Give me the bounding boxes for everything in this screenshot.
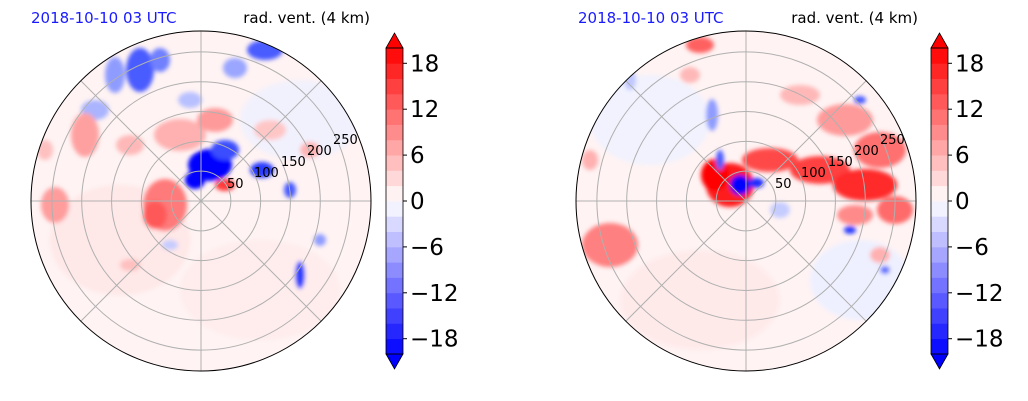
right-colorbar-level--14 [931, 292, 948, 309]
right-colorbar-label--6: −6 [955, 235, 989, 261]
left-radial-label-150: 150 [281, 155, 306, 170]
right-colorbar: −18 −12 −6 0 6 12 18 [930, 32, 1004, 370]
right-grid-spoke-225 [625, 200, 747, 322]
right-colorbar-level--4 [931, 216, 948, 232]
right-colorbar-level-0 [931, 185, 948, 202]
right-title-date: 2018-10-10 03 UTC [578, 9, 724, 27]
left-colorbar-label-6: 6 [410, 143, 425, 169]
left-radial-labels: 50 100 150 200 250 [227, 133, 358, 192]
left-colorbar-level-4 [386, 155, 403, 171]
left-radial-label-200: 200 [307, 144, 332, 159]
left-colorbar-level-10 [386, 109, 403, 125]
left-colorbar: −18 −12 −6 0 6 12 18 [385, 32, 459, 370]
right-grid-spoke-45 [745, 80, 867, 202]
right-colorbar-label-0: 0 [955, 189, 970, 215]
right-colorbar-level-2 [931, 170, 948, 187]
right-radial-label-200: 200 [854, 144, 879, 159]
left-title-variable: rad. vent. (4 km) [243, 9, 370, 27]
left-colorbar-level--12 [386, 277, 403, 294]
left-colorbar-level--14 [386, 292, 403, 309]
left-colorbar-extend-max [385, 32, 404, 49]
right-colorbar-extend-max [930, 32, 949, 49]
left-colorbar-level-0 [386, 185, 403, 202]
left-colorbar-level-16 [386, 63, 403, 79]
right-colorbar-level--18 [931, 323, 948, 340]
left-grid-spoke-135 [80, 80, 202, 202]
right-polar-grid [576, 31, 916, 371]
right-colorbar-level-12 [931, 93, 948, 110]
right-grid-spoke-135 [625, 80, 747, 202]
left-radial-label-50: 50 [227, 177, 244, 192]
right-colorbar-level--20 [931, 338, 948, 355]
right-colorbar-level--8 [931, 246, 948, 263]
right-colorbar-level-14 [931, 78, 948, 95]
left-colorbar-label--18: −18 [410, 327, 459, 353]
left-colorbar-label-18: 18 [410, 51, 439, 77]
right-colorbar-level--12 [931, 277, 948, 294]
left-radial-label-100: 100 [254, 166, 279, 181]
left-colorbar-label--12: −12 [410, 281, 459, 307]
left-colorbar-level-2 [386, 170, 403, 187]
right-colorbar-level--10 [931, 262, 948, 278]
left-colorbar-level--16 [386, 308, 403, 324]
right-colorbar-level--6 [931, 231, 948, 248]
left-panel: 2018-10-10 03 UTC rad. vent. (4 km) [30, 9, 459, 372]
left-colorbar-extend-min [385, 353, 404, 370]
left-polar-grid [31, 31, 371, 371]
left-colorbar-label-0: 0 [410, 189, 425, 215]
right-colorbar-level-8 [931, 124, 948, 141]
right-radial-label-100: 100 [801, 166, 826, 181]
left-title-date: 2018-10-10 03 UTC [31, 9, 177, 27]
right-radial-label-150: 150 [828, 155, 853, 170]
right-colorbar-level-18 [931, 48, 948, 64]
left-colorbar-level-8 [386, 124, 403, 141]
right-radial-label-50: 50 [775, 177, 792, 192]
right-title-variable: rad. vent. (4 km) [791, 9, 918, 27]
left-grid-spoke-45 [200, 80, 322, 202]
left-grid-spoke-315 [200, 200, 322, 322]
right-colorbar-label--12: −12 [955, 281, 1004, 307]
left-colorbar-level-12 [386, 93, 403, 110]
right-polar-frame [575, 30, 917, 372]
left-colorbar-level--2 [386, 201, 403, 217]
left-colorbar-label--6: −6 [410, 235, 444, 261]
right-colorbar-label--18: −18 [955, 327, 1004, 353]
left-radial-label-250: 250 [333, 133, 358, 148]
right-colorbar-level-10 [931, 109, 948, 125]
right-colorbar-extend-min [930, 353, 949, 370]
right-colorbar-label-6: 6 [955, 143, 970, 169]
left-colorbar-level--18 [386, 323, 403, 340]
right-colorbar-level-16 [931, 63, 948, 79]
right-colorbar-level--16 [931, 308, 948, 324]
left-colorbar-label-12: 12 [410, 97, 439, 123]
left-colorbar-level--8 [386, 246, 403, 263]
left-colorbar-level--6 [386, 231, 403, 248]
right-colorbar-level--2 [931, 201, 948, 217]
right-radial-labels: 50 100 150 200 250 [775, 133, 905, 192]
left-colorbar-level--20 [386, 338, 403, 355]
right-colorbar-level-4 [931, 155, 948, 171]
left-colorbar-level--10 [386, 262, 403, 278]
right-colorbar-label-12: 12 [955, 97, 984, 123]
right-colorbar-label-18: 18 [955, 51, 984, 77]
right-colorbar-level-6 [931, 139, 948, 156]
left-colorbar-level-14 [386, 78, 403, 95]
left-polar-frame [30, 30, 372, 372]
left-colorbar-level-18 [386, 48, 403, 64]
left-colorbar-level-6 [386, 139, 403, 156]
left-grid-spoke-225 [80, 200, 202, 322]
right-grid-spoke-315 [745, 200, 867, 322]
left-colorbar-level--4 [386, 216, 403, 232]
right-panel: 2018-10-10 03 UTC rad. vent. (4 km) [575, 9, 1004, 372]
right-radial-label-250: 250 [880, 133, 905, 148]
